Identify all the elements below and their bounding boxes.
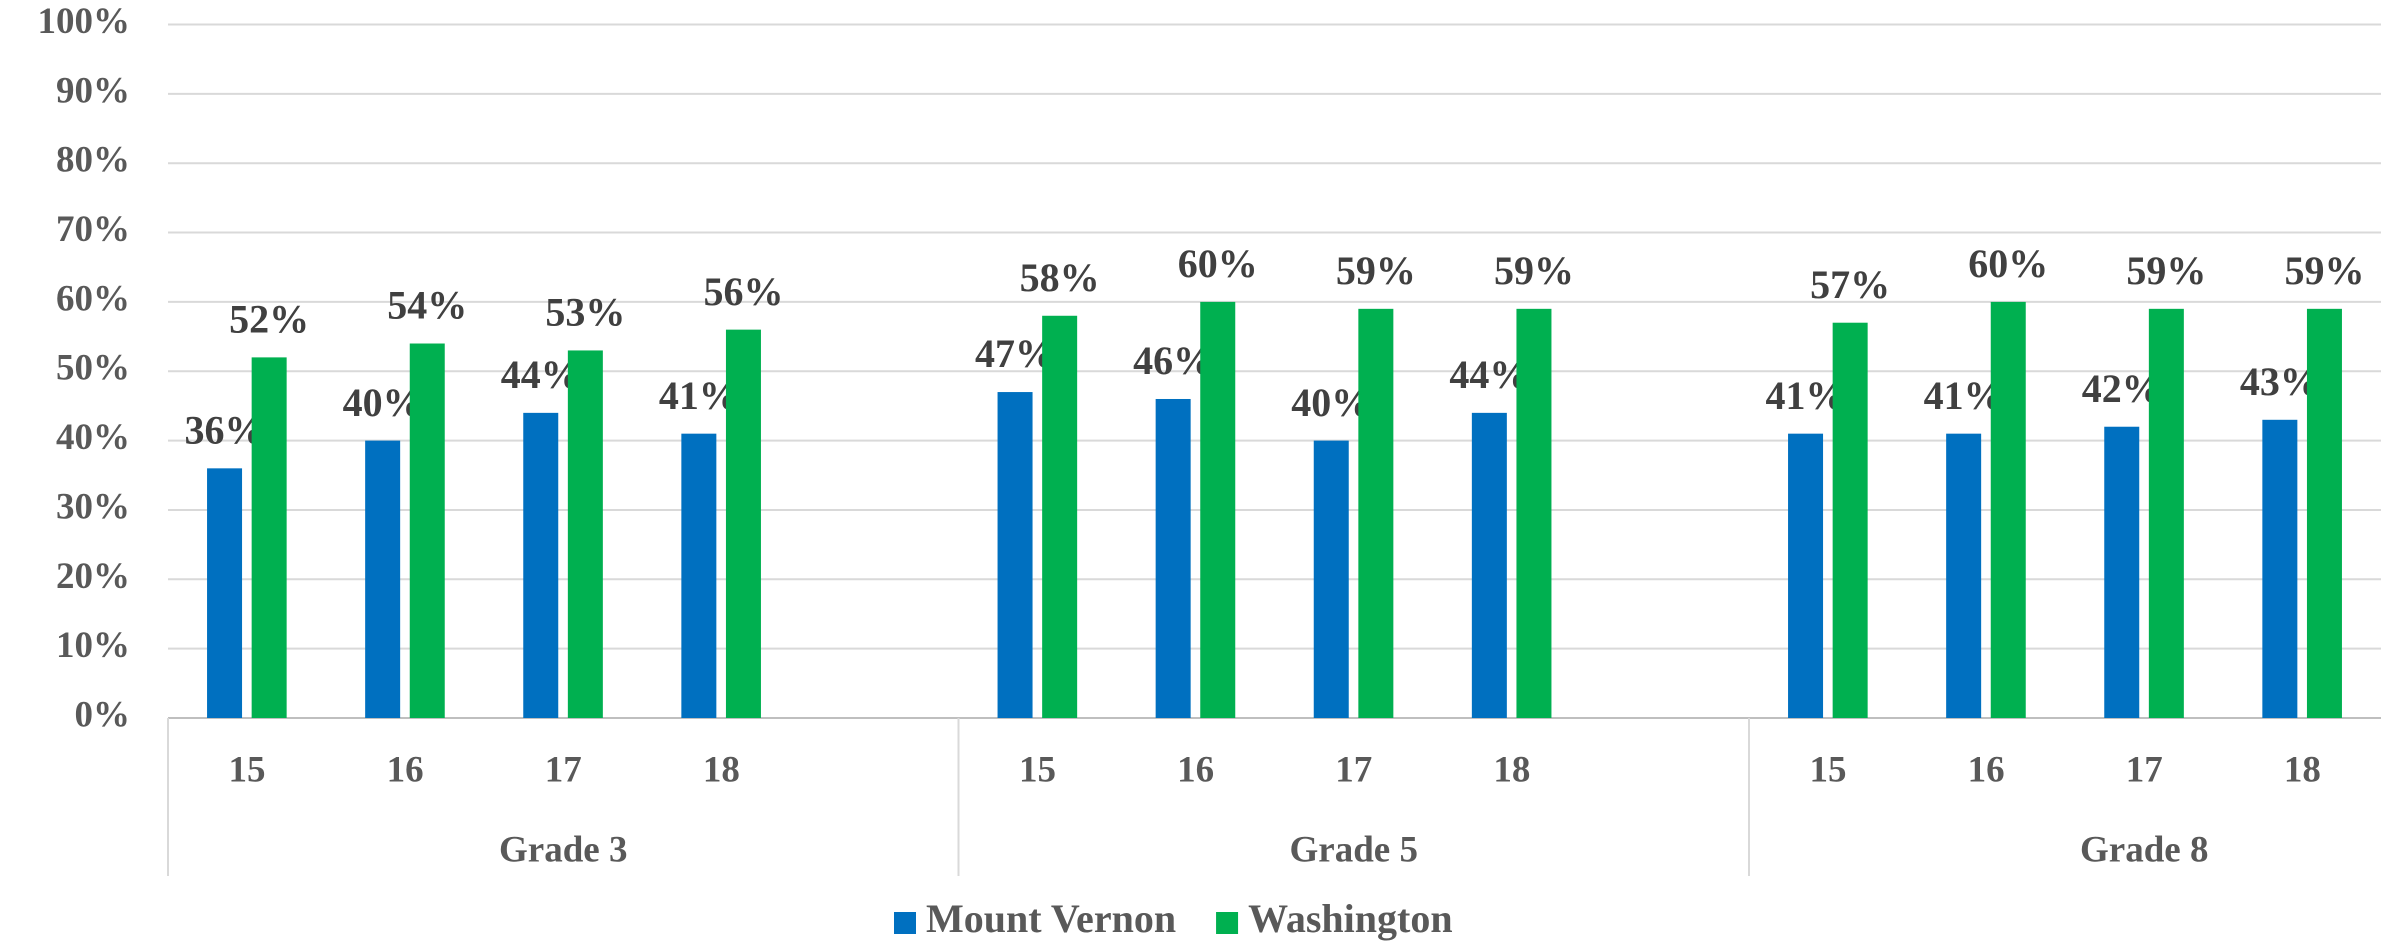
data-label: 46% (1133, 338, 1213, 383)
legend-label: Mount Vernon (926, 896, 1176, 941)
x-tick-label: 18 (1493, 749, 1530, 790)
x-tick-label: 17 (545, 749, 582, 790)
x-tick-label: 17 (1335, 749, 1372, 790)
data-label: 44% (1449, 352, 1529, 397)
data-label: 47% (975, 331, 1055, 376)
group-label: Grade 3 (499, 829, 627, 870)
data-label: 60% (1968, 241, 2048, 286)
data-label: 59% (2126, 248, 2206, 293)
x-tick-label: 16 (387, 749, 424, 790)
data-label: 41% (1766, 373, 1846, 418)
bar (681, 433, 717, 718)
x-tick-label: 18 (703, 749, 740, 790)
bar (1042, 315, 1078, 718)
bar (1516, 308, 1552, 718)
legend-swatch (1216, 912, 1239, 934)
bar (523, 412, 559, 718)
x-tick-label: 15 (1810, 749, 1847, 790)
bar (409, 343, 445, 718)
bar (2262, 419, 2298, 718)
bar (997, 392, 1033, 718)
bar (567, 350, 603, 718)
bar (1313, 440, 1349, 718)
data-label: 59% (2284, 248, 2364, 293)
legend-label: Washington (1248, 896, 1453, 941)
data-label: 56% (703, 269, 783, 314)
data-label: 41% (659, 373, 739, 418)
x-tick-label: 15 (1019, 749, 1056, 790)
y-tick-label: 60% (56, 278, 130, 319)
x-tick-label: 17 (2126, 749, 2163, 790)
data-label: 52% (229, 297, 309, 342)
data-label: 53% (545, 290, 625, 335)
data-label: 58% (1020, 255, 1100, 300)
x-tick-label: 16 (1177, 749, 1214, 790)
x-tick-label: 15 (229, 749, 266, 790)
y-tick-label: 90% (56, 70, 130, 111)
data-label: 41% (1924, 373, 2004, 418)
bar (207, 468, 243, 718)
y-tick-label: 0% (75, 694, 131, 735)
data-label: 42% (2082, 366, 2162, 411)
data-label: 59% (1494, 248, 1574, 293)
y-tick-label: 100% (38, 1, 131, 42)
bar (251, 357, 287, 718)
y-tick-label: 40% (56, 417, 130, 458)
bar (2148, 308, 2184, 718)
data-label: 40% (343, 380, 423, 425)
group-label: Grade 8 (2080, 829, 2208, 870)
legend-swatch (894, 912, 916, 934)
bar (1471, 412, 1507, 718)
data-label: 40% (1291, 380, 1371, 425)
x-tick-label: 16 (1968, 749, 2005, 790)
y-tick-label: 80% (56, 140, 130, 181)
y-tick-label: 70% (56, 209, 130, 250)
bar (1155, 398, 1191, 718)
bar (365, 440, 401, 718)
bar (2306, 308, 2342, 718)
bar (1832, 322, 1868, 718)
bar (1990, 301, 2026, 718)
bar (1200, 301, 1236, 718)
y-tick-label: 20% (56, 556, 130, 597)
data-label: 44% (501, 352, 581, 397)
y-tick-label: 50% (56, 348, 130, 389)
bar (2104, 426, 2140, 718)
bar (725, 329, 761, 718)
bar (1946, 433, 1982, 718)
data-label: 54% (387, 283, 467, 328)
data-label: 43% (2240, 359, 2320, 404)
data-label: 59% (1336, 248, 1416, 293)
y-tick-label: 30% (56, 486, 130, 527)
bar (1358, 308, 1394, 718)
data-label: 60% (1178, 241, 1258, 286)
data-label: 36% (185, 408, 265, 453)
group-label: Grade 5 (1290, 829, 1418, 870)
bar (1788, 433, 1824, 718)
x-tick-label: 18 (2284, 749, 2321, 790)
y-tick-label: 10% (56, 625, 130, 666)
data-label: 57% (1810, 262, 1890, 307)
